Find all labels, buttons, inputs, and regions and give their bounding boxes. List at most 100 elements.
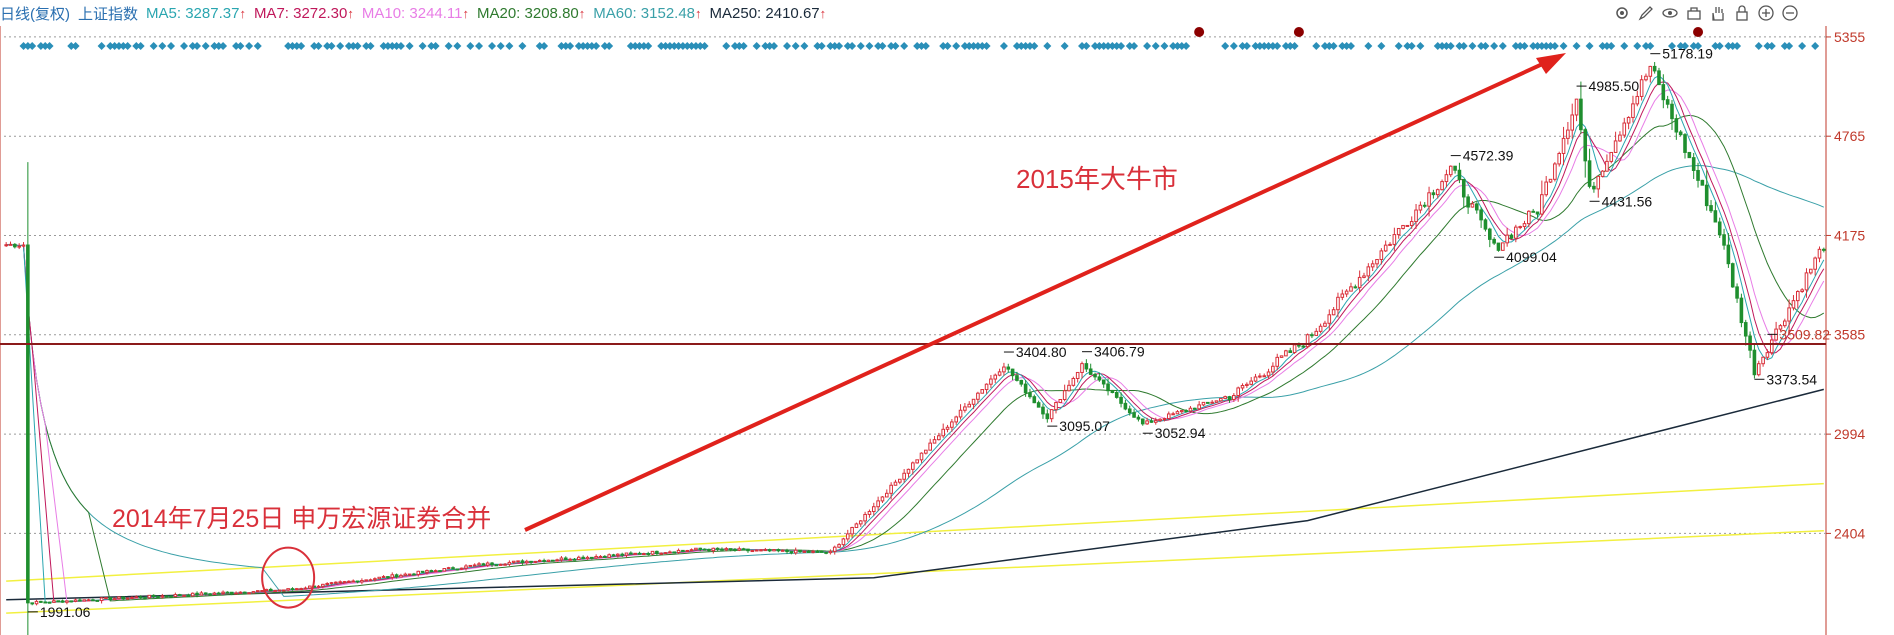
candle-down bbox=[1136, 416, 1141, 420]
signal-diamond bbox=[1728, 42, 1737, 50]
candle-down bbox=[806, 550, 811, 553]
pen-icon[interactable] bbox=[1637, 4, 1655, 22]
candle-up bbox=[841, 538, 846, 546]
candle-down bbox=[720, 548, 724, 551]
signal-diamond bbox=[800, 42, 809, 50]
signal-diamond bbox=[1117, 42, 1126, 50]
candle-up bbox=[1396, 227, 1401, 236]
signal-diamond bbox=[418, 42, 427, 50]
event-circle-marker bbox=[261, 546, 316, 609]
ma-legend-ma10: MA10: 3244.11↑ bbox=[362, 5, 469, 22]
candle-down bbox=[1713, 210, 1718, 223]
candle-down bbox=[590, 556, 594, 559]
ma-trend-arrow: ↑ bbox=[239, 5, 246, 21]
candle-up bbox=[472, 564, 477, 567]
candle-down bbox=[494, 564, 499, 567]
signal-diamond bbox=[1416, 42, 1425, 50]
candle-down bbox=[746, 548, 750, 552]
signal-diamond bbox=[1268, 42, 1277, 50]
candle-up bbox=[1314, 330, 1319, 336]
period-label[interactable]: 日线(复权) bbox=[0, 5, 70, 23]
signal-diamond bbox=[353, 42, 362, 50]
candle-up bbox=[928, 442, 932, 451]
candle-down bbox=[1310, 334, 1314, 337]
candle-up bbox=[1349, 286, 1353, 292]
candle-up bbox=[863, 513, 867, 522]
zoom-out-icon[interactable] bbox=[1781, 4, 1799, 22]
signal-diamond bbox=[1025, 42, 1034, 50]
zoom-in-icon[interactable] bbox=[1757, 4, 1775, 22]
candle-up bbox=[889, 484, 893, 494]
candle-up bbox=[1327, 314, 1332, 324]
candle-up bbox=[1631, 103, 1635, 118]
signal-diamond bbox=[1255, 42, 1264, 50]
price-label: 1991.06 bbox=[40, 604, 91, 620]
candle-down bbox=[1735, 286, 1739, 299]
signal-diamond bbox=[913, 42, 922, 50]
basket-icon[interactable] bbox=[1685, 4, 1703, 22]
candle-up bbox=[511, 560, 516, 563]
candle-up bbox=[403, 573, 408, 576]
signal-diamond bbox=[1290, 42, 1299, 50]
candle-down bbox=[741, 548, 746, 551]
candle-up bbox=[750, 550, 755, 553]
signal-diamond bbox=[1667, 42, 1676, 50]
signal-diamond bbox=[1780, 42, 1789, 50]
candle-up bbox=[407, 573, 412, 576]
candle-down bbox=[681, 549, 685, 552]
signal-diamond bbox=[1433, 42, 1442, 50]
candle-down bbox=[1687, 151, 1692, 159]
signal-diamond bbox=[236, 42, 245, 50]
hand-icon[interactable] bbox=[1709, 4, 1727, 22]
candle-up bbox=[99, 597, 104, 602]
lock-icon[interactable] bbox=[1733, 4, 1751, 22]
signal-diamond bbox=[631, 42, 640, 50]
y-tick-label: 2994 bbox=[1834, 426, 1865, 442]
signal-diamond bbox=[540, 42, 549, 50]
signal-diamond bbox=[314, 42, 323, 50]
signal-diamond bbox=[1099, 42, 1108, 50]
candle-up bbox=[945, 426, 950, 430]
candle-up bbox=[1613, 140, 1618, 153]
candle-up bbox=[1223, 396, 1227, 399]
candle-up bbox=[1262, 375, 1267, 378]
candle-down bbox=[1466, 196, 1470, 208]
signal-diamond bbox=[1030, 42, 1039, 50]
candle-up bbox=[273, 589, 277, 592]
candle-up bbox=[694, 547, 698, 551]
ma-label: MA250: bbox=[709, 4, 766, 22]
bull-market-arrow-line bbox=[524, 54, 1561, 532]
candle-up bbox=[737, 548, 742, 551]
candle-down bbox=[707, 549, 711, 552]
candle-up bbox=[1266, 371, 1271, 377]
candle-up bbox=[898, 478, 902, 483]
candle-up bbox=[958, 409, 963, 418]
candle-up bbox=[867, 511, 872, 515]
signal-diamond bbox=[939, 42, 948, 50]
signal-diamond bbox=[856, 42, 865, 50]
candle-down bbox=[151, 594, 156, 598]
candle-up bbox=[21, 244, 26, 247]
signal-diamond bbox=[427, 42, 436, 50]
settings-icon[interactable] bbox=[1613, 4, 1631, 22]
eye-icon[interactable] bbox=[1661, 4, 1679, 22]
candle-down bbox=[819, 550, 824, 553]
signal-diamond bbox=[1763, 42, 1772, 50]
signal-diamond bbox=[180, 42, 189, 50]
ma-label: MA20: bbox=[477, 4, 525, 22]
signal-diamond bbox=[1455, 42, 1464, 50]
candle-up bbox=[364, 579, 369, 582]
signal-diamond bbox=[388, 42, 397, 50]
candle-up bbox=[1175, 411, 1180, 415]
candle-down bbox=[1579, 98, 1583, 131]
candle-down bbox=[1297, 344, 1301, 347]
candle-up bbox=[576, 556, 581, 560]
signal-diamond bbox=[1078, 42, 1087, 50]
ma-value: 3208.80 bbox=[524, 4, 579, 22]
signal-diamond bbox=[1481, 42, 1490, 50]
candle-up bbox=[1075, 371, 1080, 379]
signal-diamond bbox=[496, 42, 505, 50]
candle-up bbox=[1409, 221, 1414, 226]
candle-down bbox=[767, 549, 772, 552]
signal-diamond bbox=[1394, 42, 1403, 50]
